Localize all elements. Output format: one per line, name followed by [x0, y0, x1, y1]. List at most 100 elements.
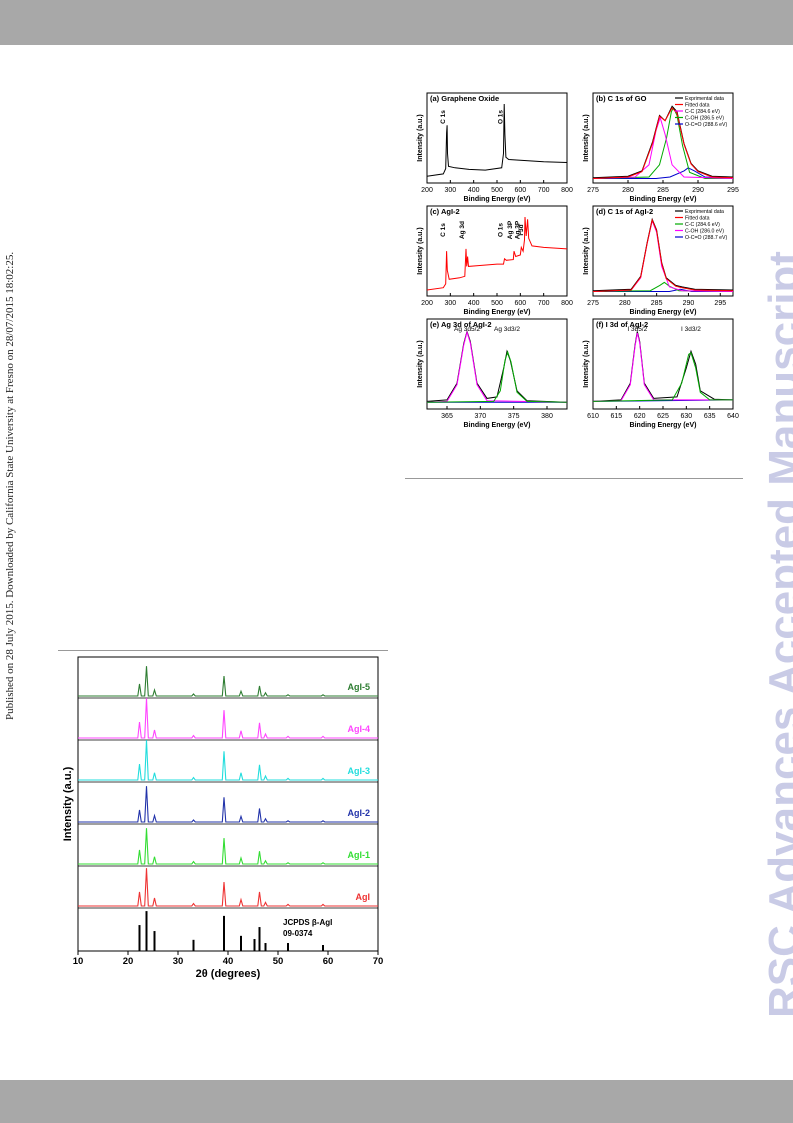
- x-tick-label: 295: [714, 300, 726, 307]
- xps-panel-e: 365 370 375 380 Binding Energy (eV) Intensity…: [417, 318, 568, 429]
- divider: [405, 478, 743, 479]
- x-tick-label: 290: [692, 187, 704, 194]
- watermark-text: RSC Advances Accepted Manuscript: [760, 251, 793, 1018]
- x-axis-label: Binding Energy (eV): [464, 422, 531, 429]
- x-tick-label: 40: [223, 956, 234, 967]
- x-tick-label: 630: [680, 413, 692, 420]
- peak-label: Ag 3d: [459, 221, 466, 239]
- x-tick-label: 275: [587, 300, 599, 307]
- x-tick-label: 60: [323, 956, 334, 967]
- legend-label: C-OH (286.0 eV): [685, 229, 724, 235]
- y-axis-label: Intensity (a.u.): [417, 340, 424, 387]
- x-tick-label: 285: [651, 300, 663, 307]
- legend-label: C-C (284.6 eV): [685, 222, 720, 228]
- legend-label: Fitted data: [685, 103, 710, 109]
- panel-frame: [426, 92, 568, 184]
- xps-panels: 200 300 400 500 600 700 800 Binding Energy (eV)…: [417, 92, 739, 429]
- peak-label: C 1s: [440, 223, 447, 237]
- peak-label: I 3d3/2: [681, 326, 701, 333]
- spectrum-line: [426, 216, 568, 291]
- y-axis-label: Intensity (a.u.): [583, 227, 590, 274]
- x-tick-label: 640: [727, 413, 739, 420]
- xps-panel-a: 200 300 400 500 600 700 800 Binding Energy (eV)…: [417, 92, 573, 203]
- series-label: AgI-5: [348, 682, 371, 692]
- xrd-chart: AgI-5 AgI-4 AgI-3 AgI-2 AgI-1 AgI JCPDS β-AgI 0…: [62, 656, 384, 980]
- x-tick-label: 70: [373, 956, 384, 967]
- spectrum-line: [593, 167, 734, 179]
- x-tick-label: 620: [634, 413, 646, 420]
- xrd-series-line: [78, 740, 378, 781]
- x-tick-label: 295: [727, 187, 739, 194]
- x-tick-label: 30: [173, 956, 184, 967]
- legend-label: Exprimental data: [685, 96, 724, 102]
- y-axis-label: Intensity (a.u.): [583, 340, 590, 387]
- peak-label: O 1s: [497, 110, 504, 124]
- peak-label: I 3d: [518, 224, 525, 235]
- xrd-series-line: [78, 786, 378, 823]
- spectrum-line: [426, 330, 568, 403]
- y-axis-label: Intensity (a.u.): [583, 114, 590, 161]
- y-axis-label: Intensity (a.u.): [62, 766, 74, 841]
- x-tick-label: 600: [514, 300, 526, 307]
- peak-label: Ag 3P: [514, 220, 521, 239]
- xrd-series-line: [78, 698, 378, 739]
- panel-frame: [592, 205, 734, 297]
- panel-title: (b) C 1s of GO: [596, 94, 647, 103]
- panel-frame: [592, 92, 734, 184]
- divider: [58, 650, 388, 651]
- publication-note-text: Published on 28 July 2015. Downloaded by…: [4, 251, 16, 720]
- xps-panel-b: 275 280 285 290 295 Binding Energy (eV) Intens…: [583, 92, 739, 203]
- x-tick-label: 610: [587, 413, 599, 420]
- series-label: AgI-1: [348, 850, 371, 860]
- peak-label: I 3d5/2: [627, 326, 647, 333]
- x-tick-label: 800: [561, 300, 573, 307]
- x-tick-label: 280: [619, 300, 631, 307]
- peak-label: Ag 3d3/2: [494, 326, 520, 333]
- xrd-figure: AgI-5 AgI-4 AgI-3 AgI-2 AgI-1 AgI JCPDS β-AgI 0…: [58, 655, 388, 980]
- peak-label: C 1s: [440, 110, 447, 124]
- x-tick-label: 300: [444, 187, 456, 194]
- x-axis-label: 2θ (degrees): [196, 968, 261, 980]
- x-tick-label: 625: [657, 413, 669, 420]
- x-axis-label: Binding Energy (eV): [464, 309, 531, 316]
- x-tick-label: 615: [610, 413, 622, 420]
- x-axis-label: Binding Energy (eV): [630, 309, 697, 316]
- y-axis-label: Intensity (a.u.): [417, 227, 424, 274]
- x-tick-label: 700: [538, 187, 550, 194]
- reference-label: JCPDS β-AgI: [283, 918, 332, 927]
- series-label: AgI-2: [348, 808, 371, 818]
- x-tick-label: 700: [538, 300, 550, 307]
- panel-title: (e) Ag 3d of AgI-2: [430, 320, 492, 329]
- x-tick-label: 500: [491, 300, 503, 307]
- x-tick-label: 600: [514, 187, 526, 194]
- x-tick-label: 300: [444, 300, 456, 307]
- x-tick-label: 200: [421, 187, 433, 194]
- spectrum-line: [592, 281, 734, 292]
- panel-title: (d) C 1s of AgI-2: [596, 207, 653, 216]
- spectrum-line: [592, 218, 734, 292]
- series-label: AgI: [356, 892, 371, 902]
- spectrum-line: [426, 350, 568, 403]
- series-label: AgI-4: [348, 724, 371, 734]
- xrd-series-line: [78, 868, 378, 907]
- x-tick-label: 275: [587, 187, 599, 194]
- x-tick-label: 800: [561, 187, 573, 194]
- xps-panel-d: 275 280 285 290 295 Binding Energy (eV) Intens…: [583, 205, 734, 316]
- x-axis-label: Binding Energy (eV): [464, 196, 531, 203]
- xrd-series-line: [78, 828, 378, 865]
- x-tick-label: 400: [468, 187, 480, 194]
- x-axis-label: Binding Energy (eV): [630, 196, 697, 203]
- x-tick-label: 200: [421, 300, 433, 307]
- legend-label: C-C (284.6 eV): [685, 109, 720, 115]
- panel-frame: [426, 205, 568, 297]
- spectrum-line: [592, 352, 733, 402]
- x-tick-label: 400: [468, 300, 480, 307]
- x-tick-label: 10: [73, 956, 84, 967]
- panel-title: (f) I 3d of AgI-2: [596, 320, 648, 329]
- legend-label: O-C=O (288.7 eV): [685, 235, 728, 241]
- x-tick-label: 375: [508, 413, 520, 420]
- x-tick-label: 365: [441, 413, 453, 420]
- x-tick-label: 500: [491, 187, 503, 194]
- spectrum-line: [426, 103, 568, 177]
- reference-code: 09-0374: [283, 929, 313, 938]
